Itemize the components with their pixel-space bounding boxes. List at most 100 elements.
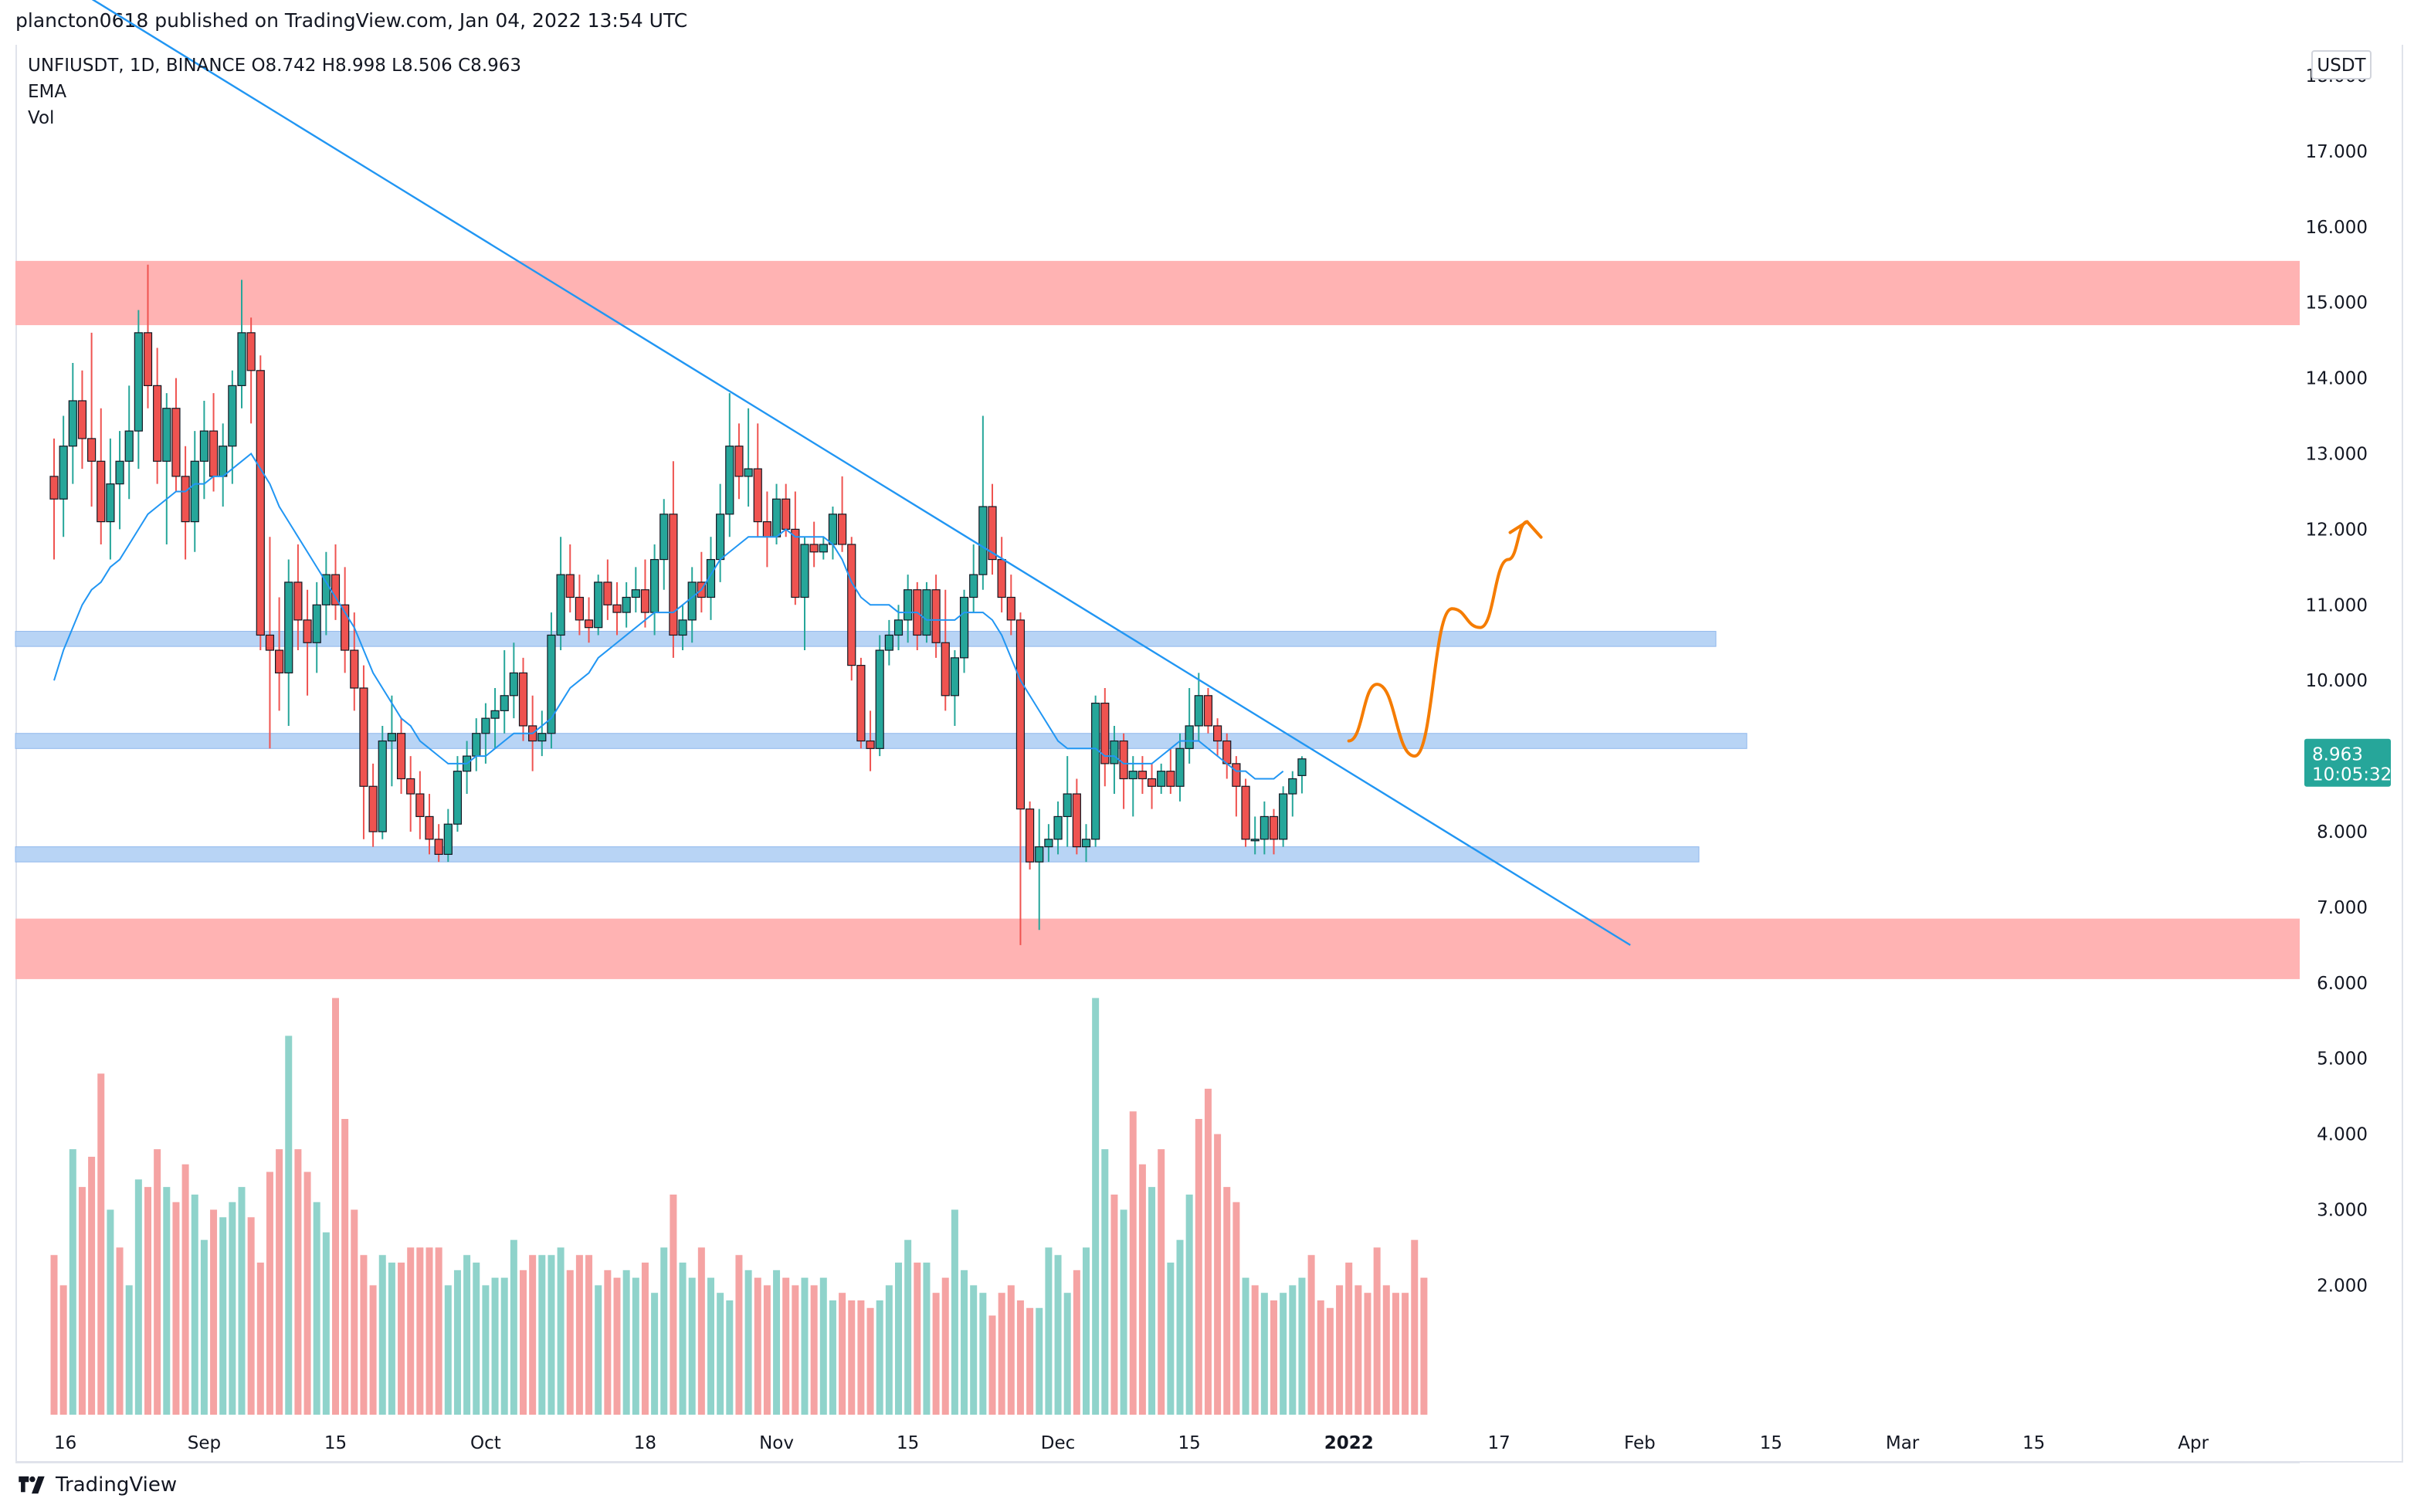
candle-body	[640, 589, 650, 613]
candle-body	[406, 778, 415, 795]
countdown-label: 10:05:32	[2312, 765, 2392, 785]
volume-bar	[238, 1187, 246, 1415]
volume-bar	[1402, 1293, 1409, 1415]
volume-bar	[801, 1277, 809, 1415]
zones-layer	[15, 260, 2300, 979]
volume-bar	[1138, 1164, 1146, 1415]
volume-indicator-label[interactable]: Vol	[28, 108, 55, 128]
candle-body	[1157, 771, 1166, 787]
candle-body	[1166, 771, 1175, 787]
volume-bar	[1420, 1277, 1428, 1415]
volume-bar	[613, 1277, 621, 1415]
candle-body	[819, 544, 828, 553]
volume-bar	[1289, 1285, 1297, 1415]
candle-body	[359, 687, 368, 787]
price-tick-label: 2.000	[2317, 1276, 2368, 1296]
volume-bar	[575, 1255, 583, 1415]
candle-body	[856, 665, 866, 742]
candle-body	[931, 589, 941, 643]
volume-bar	[351, 1209, 358, 1415]
volume-bar	[181, 1164, 189, 1415]
volume-bar	[285, 1036, 293, 1415]
candle-body	[1063, 793, 1072, 818]
candle-body	[565, 574, 575, 598]
candle-body	[153, 385, 162, 462]
volume-bar	[341, 1119, 349, 1415]
volume-bar	[266, 1171, 273, 1415]
brand-name: TradingView	[56, 1473, 178, 1497]
candle-body	[124, 430, 134, 462]
volume-bar	[210, 1209, 218, 1415]
volume-bar	[932, 1293, 940, 1415]
volume-bar	[1036, 1307, 1043, 1415]
candle-body	[884, 634, 893, 651]
symbol-ohlc-line[interactable]: UNFIUSDT, 1D, BINANCE O8.742 H8.998 L8.5…	[28, 56, 522, 76]
candle-body	[828, 514, 838, 545]
price-tick-label: 7.000	[2317, 898, 2368, 918]
candle-body	[800, 544, 809, 598]
descending-trendline	[91, 0, 1631, 946]
candle-body	[997, 558, 1006, 598]
volume-bar	[754, 1277, 761, 1415]
price-tick-label: 4.000	[2317, 1125, 2368, 1145]
candle-body	[771, 498, 781, 537]
candle-body	[1081, 839, 1091, 848]
candle-body	[368, 785, 378, 832]
volume-bar	[1129, 1111, 1137, 1415]
volume-bar	[744, 1270, 752, 1415]
candle-body	[584, 619, 594, 629]
candle-body	[312, 604, 321, 643]
volume-bar	[857, 1300, 865, 1415]
time-tick-label: Dec	[1041, 1433, 1076, 1453]
candle-body	[350, 649, 359, 689]
volume-bar	[1054, 1255, 1062, 1415]
candle-body	[922, 589, 931, 636]
candle-body	[256, 370, 265, 636]
candle-body	[509, 672, 518, 697]
volume-bar	[1204, 1088, 1212, 1415]
tradingview-logo-icon	[19, 1476, 45, 1494]
volume-bar	[473, 1263, 480, 1415]
time-tick-label: Apr	[2178, 1433, 2209, 1453]
volume-bar	[951, 1209, 958, 1415]
candle-body	[237, 332, 246, 386]
candle-body	[837, 514, 847, 545]
time-tick-label: 15	[1178, 1433, 1201, 1453]
candle-body	[199, 430, 209, 462]
candle-body	[265, 634, 275, 651]
support-zone-0	[15, 631, 1717, 647]
candle-body	[396, 733, 406, 780]
volume-bar	[1092, 998, 1100, 1415]
candle-body	[781, 498, 791, 530]
volume-bar	[773, 1270, 781, 1415]
candle-body	[603, 581, 612, 605]
ema-indicator-label[interactable]: EMA	[28, 82, 67, 102]
candle-body	[969, 574, 978, 598]
volume-bar	[322, 1232, 330, 1415]
volume-bar	[961, 1270, 968, 1415]
volume-bar	[1185, 1194, 1193, 1415]
volume-bar	[520, 1270, 527, 1415]
candle-body	[1175, 748, 1185, 787]
volume-bar	[163, 1187, 171, 1415]
support-zone-2	[15, 846, 1700, 863]
candle-body	[97, 460, 106, 523]
volume-bar	[988, 1315, 996, 1415]
candle-body	[791, 528, 800, 598]
candle-body	[481, 717, 490, 734]
candle-body	[190, 460, 199, 523]
volume-bar	[191, 1194, 198, 1415]
price-tick-label: 3.000	[2317, 1201, 2368, 1221]
candle-body	[415, 793, 425, 818]
volume-bar	[998, 1293, 1005, 1415]
volume-bar	[1280, 1293, 1287, 1415]
volume-bar	[595, 1285, 602, 1415]
volume-bar	[707, 1277, 714, 1415]
candle-body	[341, 604, 350, 651]
candle-body	[556, 574, 565, 636]
tradingview-brand[interactable]: TradingView	[15, 1473, 177, 1497]
candle-body	[706, 558, 716, 598]
volume-bar	[923, 1263, 931, 1415]
volume-bar	[1120, 1209, 1127, 1415]
